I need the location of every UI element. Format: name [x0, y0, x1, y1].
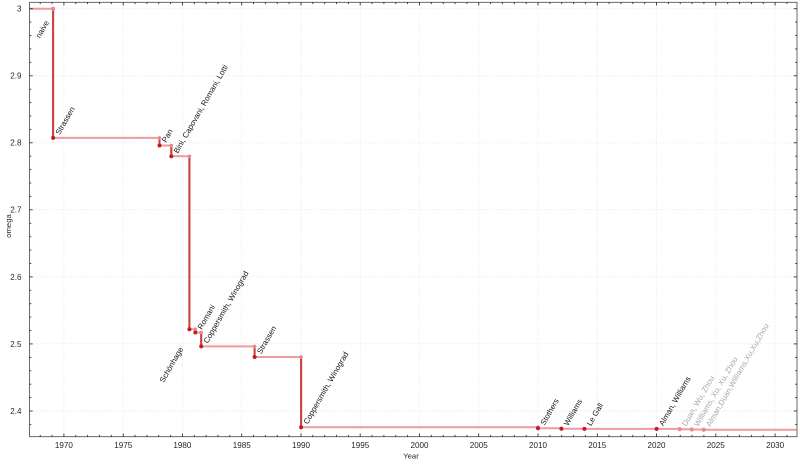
svg-text:2.4: 2.4: [10, 407, 22, 416]
svg-text:1980: 1980: [173, 441, 192, 450]
svg-text:1970: 1970: [55, 441, 74, 450]
svg-text:2030: 2030: [766, 441, 785, 450]
svg-text:2000: 2000: [410, 441, 429, 450]
svg-text:2005: 2005: [470, 441, 489, 450]
svg-text:1975: 1975: [114, 441, 133, 450]
svg-text:omega: omega: [4, 214, 13, 238]
svg-text:2020: 2020: [647, 441, 666, 450]
svg-text:2.6: 2.6: [10, 273, 22, 282]
svg-text:3: 3: [17, 5, 22, 14]
svg-text:2.7: 2.7: [10, 206, 22, 215]
svg-text:2025: 2025: [707, 441, 726, 450]
svg-text:2.8: 2.8: [10, 139, 22, 148]
svg-text:1995: 1995: [351, 441, 370, 450]
svg-text:2.5: 2.5: [10, 340, 22, 349]
svg-text:2010: 2010: [529, 441, 548, 450]
svg-text:Year: Year: [403, 452, 419, 461]
svg-text:2.9: 2.9: [10, 72, 22, 81]
svg-text:2015: 2015: [588, 441, 607, 450]
svg-text:1990: 1990: [292, 441, 311, 450]
svg-text:1985: 1985: [233, 441, 252, 450]
